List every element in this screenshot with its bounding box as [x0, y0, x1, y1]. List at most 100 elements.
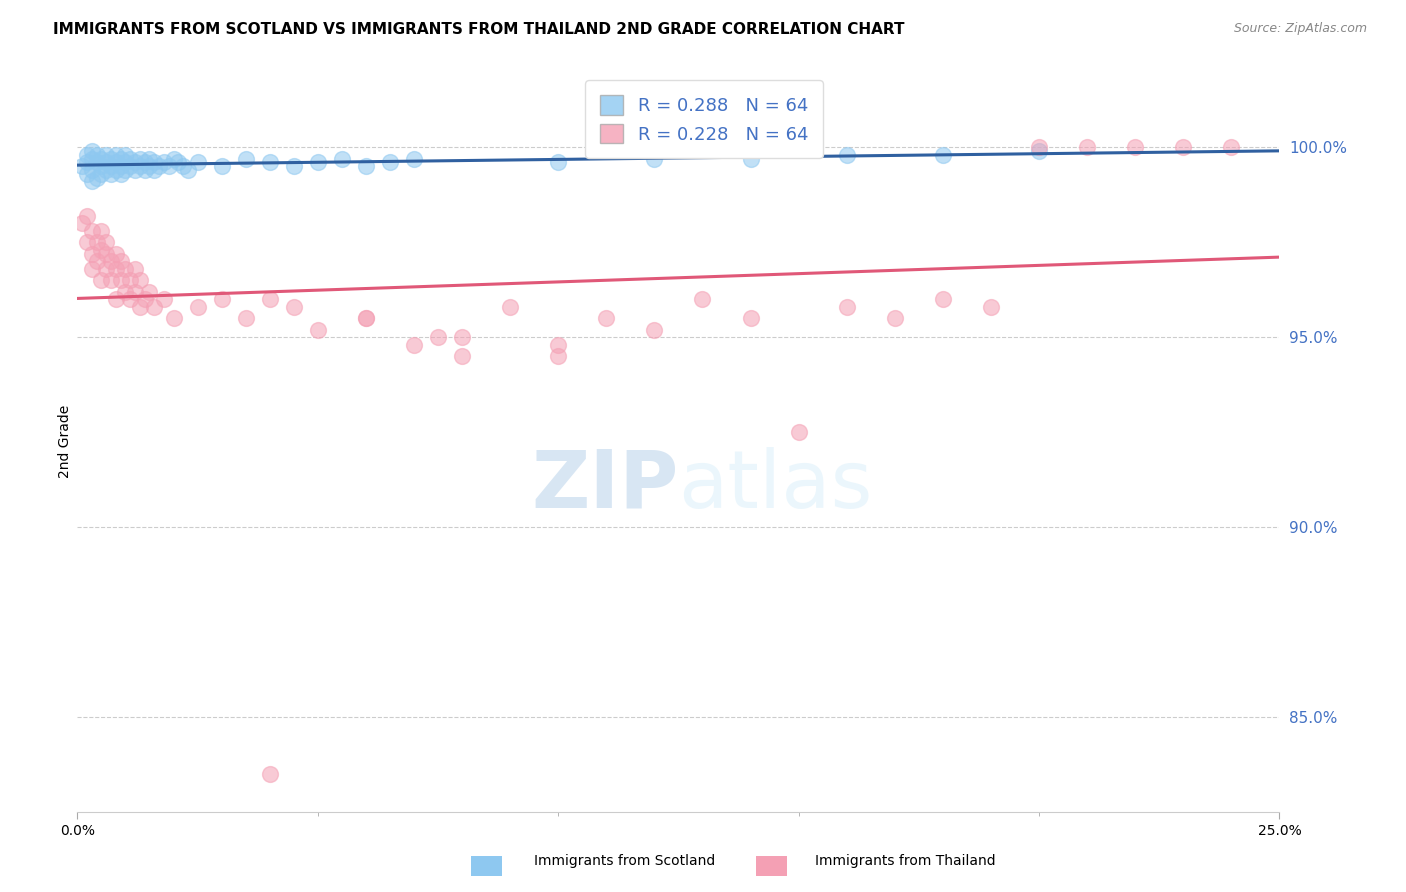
Point	[80, 261, 103, 276]
Point	[143, 163, 166, 178]
Legend: R = 0.288   N = 64, R = 0.228   N = 64: R = 0.288 N = 64, R = 0.228 N = 64	[585, 80, 823, 158]
Point	[96, 261, 118, 276]
Point	[76, 155, 98, 169]
Point	[1028, 144, 1050, 158]
Point	[86, 235, 108, 250]
Point	[90, 273, 112, 287]
Point	[134, 163, 156, 178]
Point	[283, 159, 305, 173]
Point	[128, 300, 150, 314]
Point	[96, 163, 118, 178]
Point	[120, 152, 142, 166]
Point	[187, 300, 209, 314]
Point	[110, 167, 132, 181]
Point	[96, 235, 118, 250]
Point	[402, 152, 425, 166]
Point	[547, 349, 569, 363]
Point	[120, 273, 142, 287]
Point	[100, 159, 122, 173]
Point	[80, 163, 103, 178]
Point	[1076, 140, 1098, 154]
Point	[124, 285, 146, 299]
Point	[80, 224, 103, 238]
Point	[128, 273, 150, 287]
Point	[76, 167, 98, 181]
Point	[595, 311, 617, 326]
Point	[134, 292, 156, 306]
Point	[330, 152, 353, 166]
Point	[835, 300, 858, 314]
Point	[86, 148, 108, 162]
Point	[740, 152, 762, 166]
Point	[162, 311, 184, 326]
Point	[177, 163, 200, 178]
Point	[110, 254, 132, 268]
Point	[100, 152, 122, 166]
Y-axis label: 2nd Grade: 2nd Grade	[58, 405, 72, 478]
Point	[100, 254, 122, 268]
Point	[167, 155, 190, 169]
Point	[86, 254, 108, 268]
Point	[100, 167, 122, 181]
Point	[114, 285, 136, 299]
Text: Source: ZipAtlas.com: Source: ZipAtlas.com	[1233, 22, 1367, 36]
Point	[1028, 140, 1050, 154]
Point	[76, 235, 98, 250]
Point	[110, 152, 132, 166]
Point	[124, 155, 146, 169]
Point	[643, 322, 665, 336]
Point	[76, 209, 98, 223]
Point	[96, 246, 118, 260]
Point	[114, 155, 136, 169]
Point	[104, 163, 127, 178]
Point	[76, 148, 98, 162]
Point	[354, 311, 377, 326]
Point	[138, 285, 160, 299]
Point	[835, 148, 858, 162]
Point	[90, 243, 112, 257]
Point	[499, 300, 522, 314]
Point	[104, 155, 127, 169]
Point	[883, 311, 905, 326]
Point	[932, 292, 955, 306]
Point	[740, 311, 762, 326]
Text: IMMIGRANTS FROM SCOTLAND VS IMMIGRANTS FROM THAILAND 2ND GRADE CORRELATION CHART: IMMIGRANTS FROM SCOTLAND VS IMMIGRANTS F…	[53, 22, 905, 37]
Point	[692, 292, 714, 306]
Point	[134, 155, 156, 169]
Point	[104, 246, 127, 260]
Point	[1220, 140, 1243, 154]
Point	[259, 155, 281, 169]
Point	[172, 159, 194, 173]
Point	[138, 152, 160, 166]
Point	[451, 349, 474, 363]
Point	[128, 159, 150, 173]
Point	[120, 159, 142, 173]
Point	[787, 425, 810, 439]
Point	[354, 159, 377, 173]
Point	[70, 216, 93, 230]
Point	[96, 155, 118, 169]
Point	[114, 261, 136, 276]
Point	[153, 292, 176, 306]
Point	[354, 311, 377, 326]
Point	[143, 300, 166, 314]
Point	[90, 167, 112, 181]
Point	[153, 155, 176, 169]
Point	[96, 148, 118, 162]
Point	[124, 261, 146, 276]
Text: atlas: atlas	[679, 447, 873, 525]
Point	[427, 330, 450, 344]
Text: Immigrants from Thailand: Immigrants from Thailand	[815, 854, 995, 868]
Point	[259, 766, 281, 780]
Point	[547, 337, 569, 351]
Point	[187, 155, 209, 169]
Point	[157, 159, 180, 173]
Point	[980, 300, 1002, 314]
Point	[643, 152, 665, 166]
Point	[80, 246, 103, 260]
Point	[235, 311, 257, 326]
Point	[378, 155, 401, 169]
Point	[235, 152, 257, 166]
Point	[547, 155, 569, 169]
Point	[70, 159, 93, 173]
